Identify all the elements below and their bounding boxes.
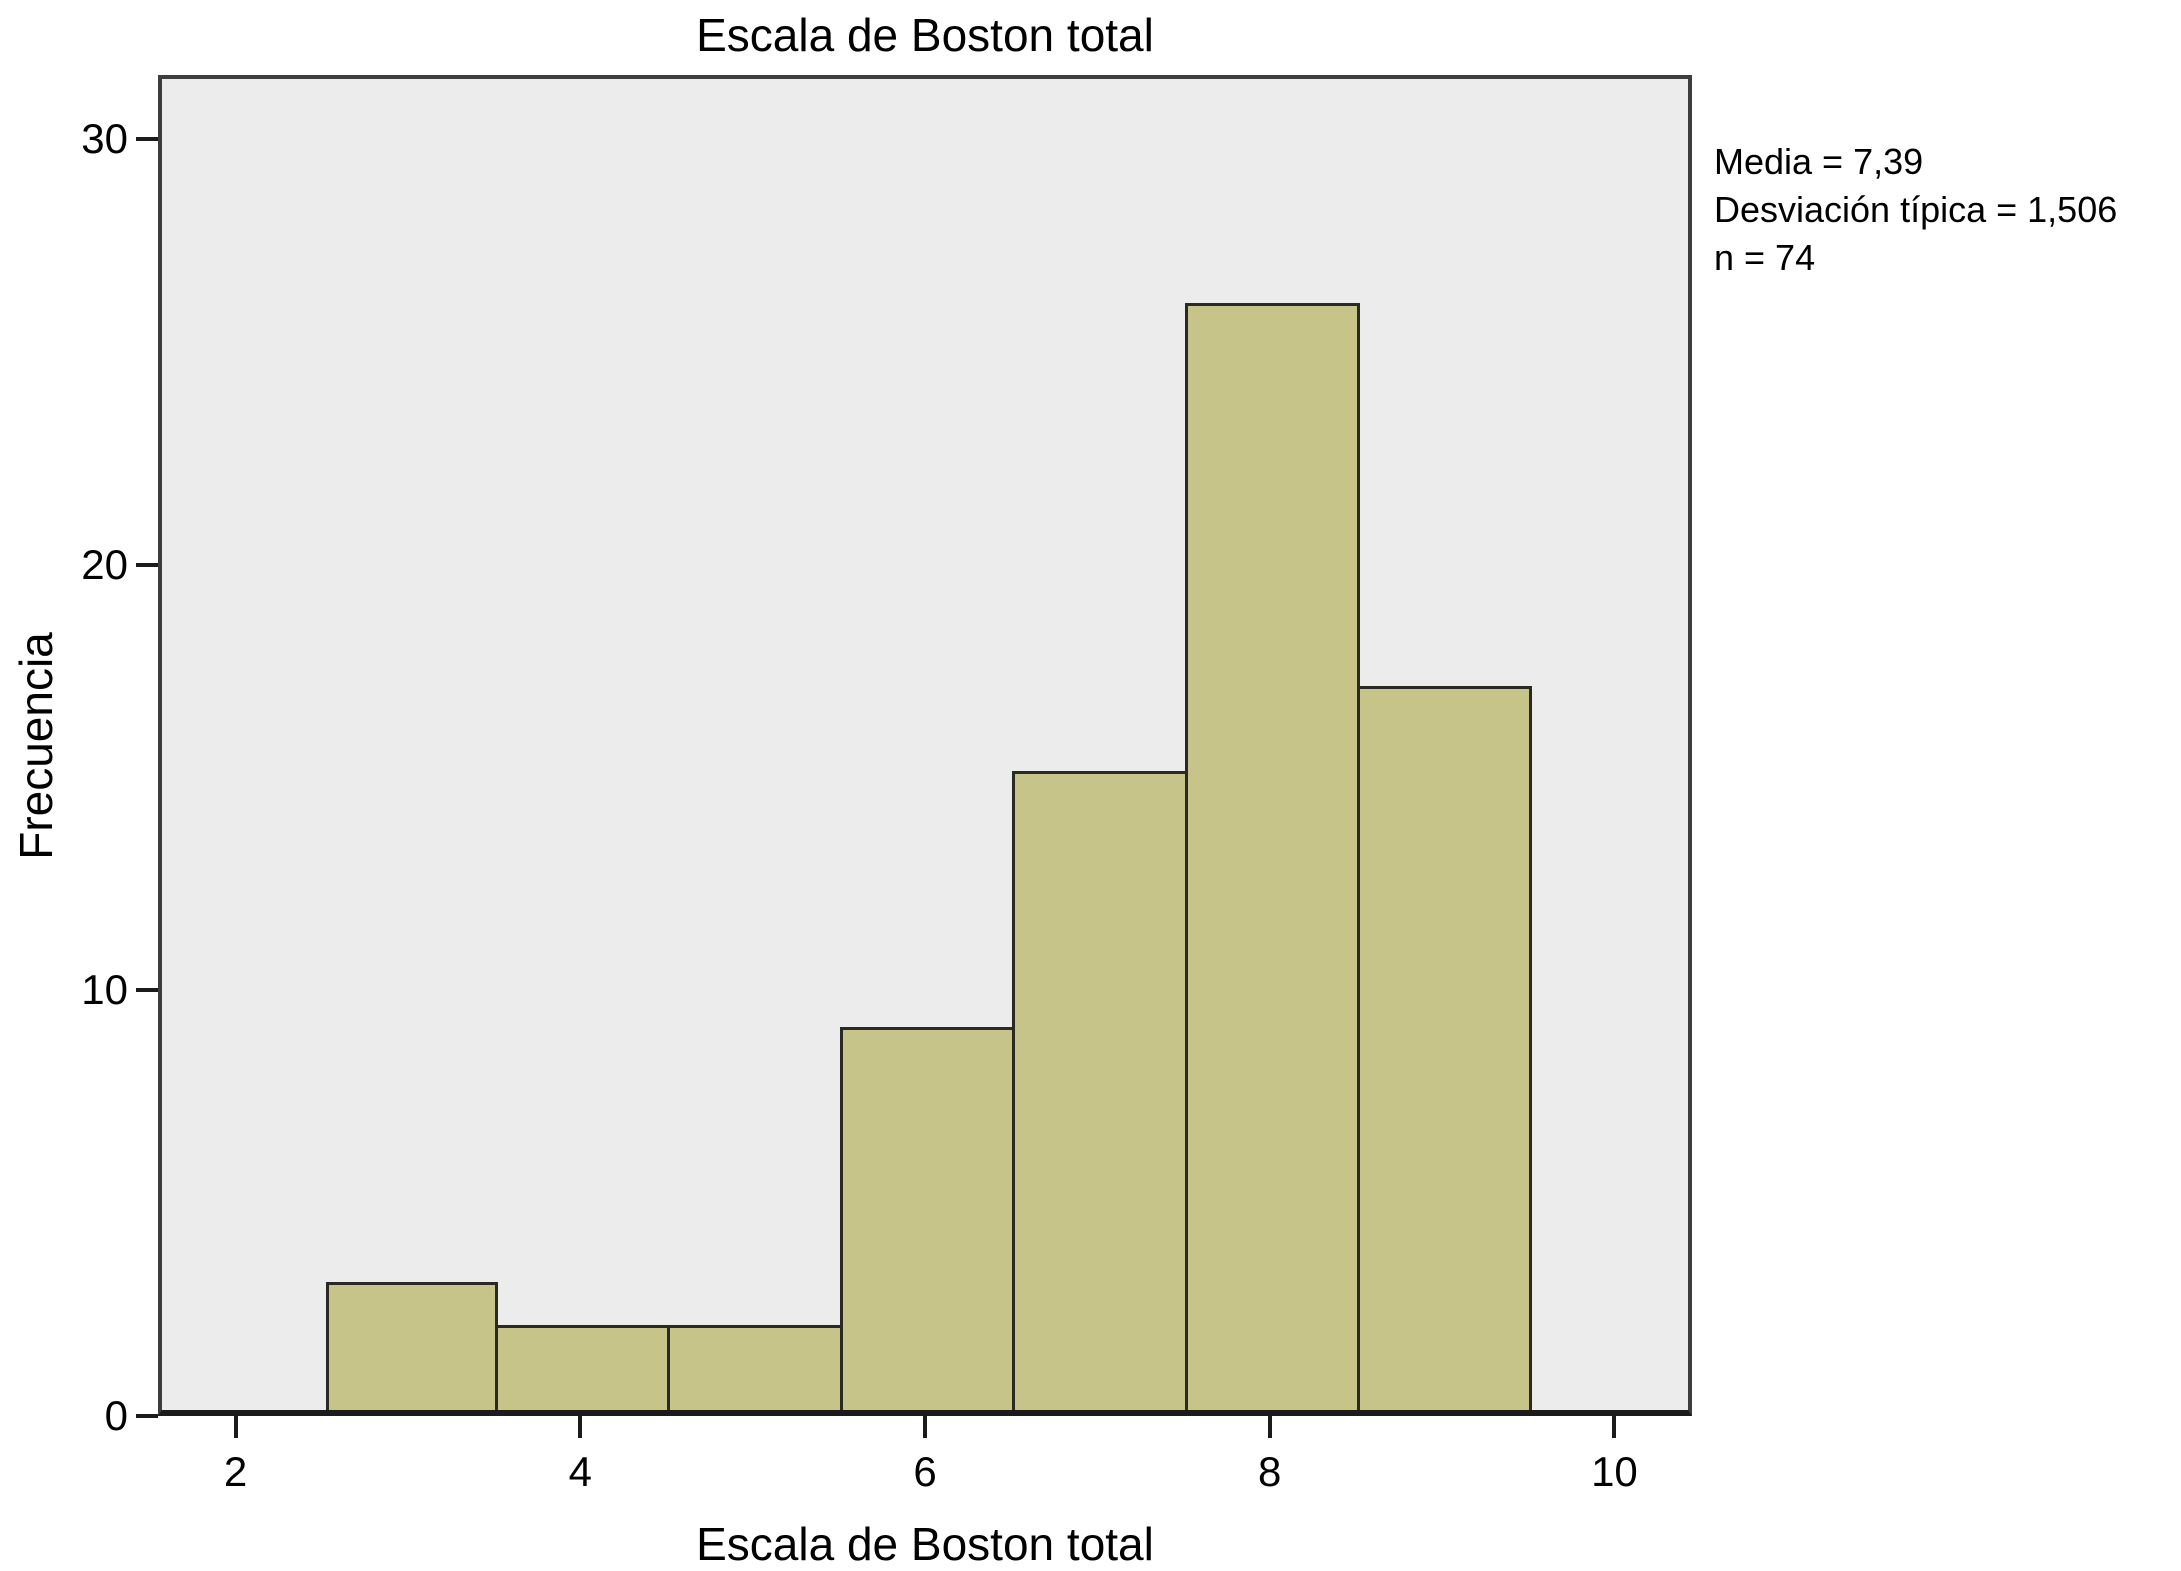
- stats-std-dev: Desviación típica = 1,506: [1714, 189, 2118, 230]
- x-tick-mark: [923, 1416, 927, 1438]
- histogram-bar: [839, 1027, 1016, 1410]
- y-tick-mark: [136, 1414, 158, 1418]
- bars-layer: [162, 79, 1688, 1410]
- histogram-bar: [1184, 303, 1360, 1410]
- y-tick-label: 0: [104, 1392, 128, 1439]
- y-tick-label: 20: [81, 540, 128, 588]
- y-tick-mark: [136, 136, 158, 141]
- x-tick-label: 6: [913, 1448, 937, 1495]
- x-tick-label: 10: [1591, 1448, 1638, 1495]
- x-tick-label: 8: [1258, 1448, 1282, 1495]
- histogram-bar: [1012, 771, 1188, 1410]
- y-tick-mark: [136, 988, 158, 993]
- histogram-bar: [495, 1325, 671, 1410]
- x-tick-label: 4: [568, 1448, 592, 1495]
- x-tick-mark: [578, 1416, 583, 1438]
- x-tick-label: 2: [223, 1448, 248, 1495]
- histogram-bar: [1356, 686, 1533, 1410]
- plot-area: [158, 75, 1692, 1416]
- stats-n: n = 74: [1714, 237, 1816, 278]
- x-tick-mark: [233, 1416, 238, 1438]
- x-tick-mark: [1612, 1416, 1617, 1438]
- y-tick-label: 30: [81, 114, 128, 162]
- x-axis-title: Escala de Boston total: [696, 1518, 1154, 1570]
- histogram-bar: [667, 1325, 843, 1410]
- stats-mean: Media = 7,39: [1714, 141, 1924, 182]
- stats-annotation: Media = 7,39 Desviación típica = 1,506 n…: [1714, 138, 2117, 282]
- x-tick-mark: [1267, 1416, 1272, 1438]
- y-tick-mark: [136, 562, 158, 567]
- y-tick-label: 10: [81, 966, 128, 1014]
- y-axis-title: Frecuencia: [10, 632, 62, 860]
- chart-title: Escala de Boston total: [696, 9, 1154, 61]
- histogram-bar: [325, 1282, 499, 1410]
